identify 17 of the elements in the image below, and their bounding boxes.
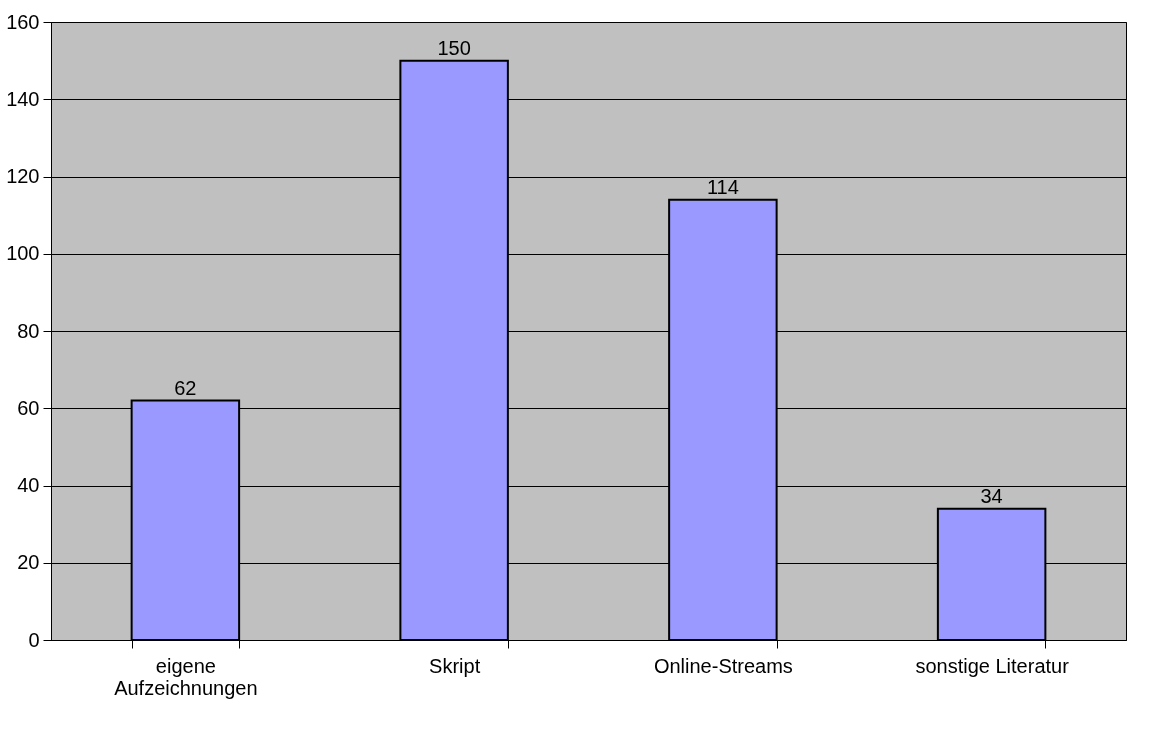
y-tick-label: 100	[6, 242, 40, 265]
x-tick-label: eigene Aufzeichnungen	[114, 654, 258, 699]
data-label: 62	[174, 376, 197, 399]
x-tick-label: Online-Streams	[653, 654, 793, 677]
y-tick-label: 40	[17, 474, 40, 496]
x-tick-label: Skript	[429, 654, 481, 677]
y-tick-label: 160	[6, 10, 40, 33]
y-tick-label: 60	[17, 396, 40, 419]
y-tick-label: 120	[6, 165, 40, 187]
y-tick-label: 20	[17, 551, 40, 574]
y-tick-label: 80	[17, 319, 40, 342]
x-tick-label: sonstige Literatur	[915, 654, 1070, 677]
y-tick-label: 140	[6, 87, 40, 110]
data-label: 150	[437, 36, 471, 59]
data-label: 34	[980, 484, 1003, 507]
data-label: 114	[706, 175, 739, 198]
y-tick-label: 0	[28, 628, 40, 651]
